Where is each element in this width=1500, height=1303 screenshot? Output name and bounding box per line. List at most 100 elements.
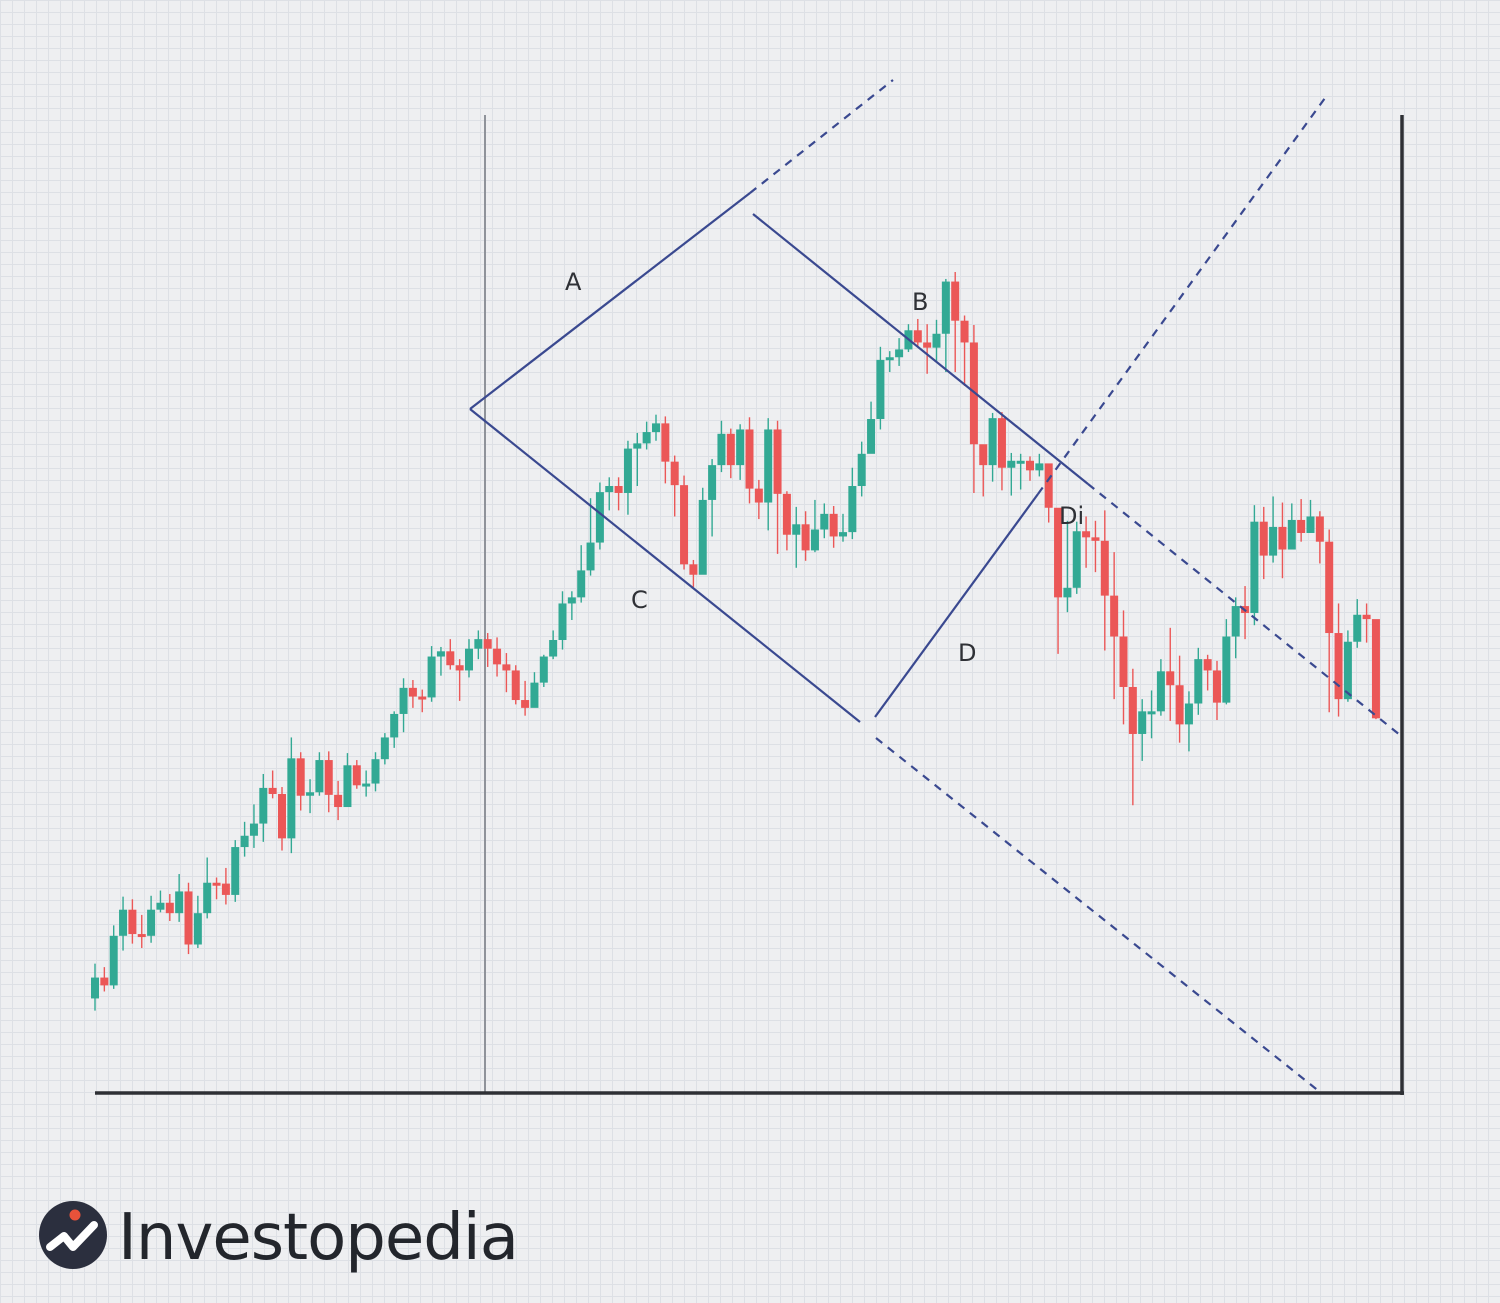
bearish-candle: [782, 493, 791, 535]
bullish-candle: [203, 882, 212, 914]
bearish-candle: [502, 664, 511, 671]
trendline-d: [874, 493, 1039, 718]
bearish-candle: [352, 765, 361, 786]
bullish-candle: [1184, 703, 1193, 725]
bullish-candle: [1072, 531, 1081, 588]
bearish-candle: [1091, 537, 1100, 541]
bullish-candle: [941, 281, 950, 334]
bullish-candle: [876, 359, 885, 420]
bullish-candle: [1306, 516, 1315, 533]
bearish-candle: [1100, 540, 1109, 596]
bullish-candle: [839, 532, 847, 537]
bearish-candle: [408, 687, 417, 697]
bullish-candle: [1353, 614, 1362, 642]
bullish-candle: [1287, 519, 1296, 550]
bullish-candle: [1007, 460, 1016, 468]
label-b: B: [912, 288, 928, 316]
bearish-candle: [1026, 460, 1034, 471]
bearish-candle: [137, 934, 146, 938]
bullish-candle: [885, 357, 894, 361]
bearish-candle: [418, 696, 427, 700]
bearish-candle: [521, 700, 530, 708]
bearish-candle: [960, 320, 969, 343]
trendline-b-extension: [1087, 483, 1401, 736]
bullish-candle: [91, 977, 99, 999]
bullish-candle: [642, 432, 651, 444]
trendline-a: [469, 192, 751, 410]
bearish-candle: [1203, 659, 1212, 671]
label-a: A: [565, 268, 582, 296]
bearish-candle: [278, 793, 286, 839]
trendline-c: [469, 408, 861, 723]
trendline-d-extension: [1037, 97, 1326, 495]
bullish-candle: [820, 513, 829, 530]
bearish-candle: [296, 758, 305, 796]
bullish-candle: [465, 648, 473, 671]
bullish-candle: [306, 792, 315, 796]
bearish-candle: [689, 564, 698, 575]
bearish-candle: [128, 909, 137, 935]
bearish-candle: [979, 444, 988, 466]
bearish-candle: [221, 883, 230, 895]
investopedia-logo-icon: [39, 1201, 107, 1269]
bullish-candle: [932, 333, 941, 348]
bearish-candle: [212, 882, 221, 886]
bullish-candle: [1231, 606, 1240, 637]
trendline-a-extension: [749, 79, 894, 194]
diamond-pattern: [469, 79, 1401, 1093]
bullish-candle: [867, 419, 876, 454]
bearish-candle: [680, 485, 689, 565]
bullish-candle: [848, 486, 857, 533]
bullish-candle: [623, 448, 632, 493]
bullish-candle: [315, 760, 324, 793]
bullish-candle: [1063, 587, 1072, 598]
bullish-candle: [988, 418, 997, 466]
bullish-candle: [474, 639, 483, 649]
bullish-candle: [287, 758, 296, 839]
bearish-candle: [1334, 633, 1343, 700]
bullish-candle: [156, 902, 165, 910]
bearish-candle: [165, 902, 174, 914]
bearish-candle: [455, 665, 464, 671]
bearish-candle: [1166, 671, 1175, 686]
bearish-candle: [1362, 614, 1371, 620]
bullish-candle: [1138, 711, 1147, 734]
bullish-candle: [109, 935, 118, 986]
bearish-candle: [1315, 516, 1324, 542]
bearish-candle: [614, 486, 623, 493]
bearish-candle: [801, 524, 810, 551]
bearish-candle: [997, 418, 1006, 468]
bearish-candle: [1297, 519, 1306, 533]
bullish-candle: [193, 913, 202, 945]
bearish-candle: [1054, 507, 1063, 598]
trendline-c-extension: [875, 737, 1321, 1093]
bullish-candle: [1016, 460, 1025, 464]
bearish-candle: [1119, 636, 1128, 687]
label-di: Di: [1059, 502, 1084, 530]
bearish-candle: [1259, 521, 1268, 556]
bullish-candle: [1035, 463, 1044, 471]
bearish-candle: [334, 794, 343, 808]
bullish-candle: [717, 433, 726, 466]
bearish-candle: [483, 639, 492, 649]
bullish-candle: [764, 429, 773, 503]
bullish-candle: [119, 909, 128, 936]
bearish-candle: [268, 787, 277, 794]
bullish-candle: [343, 765, 352, 808]
bullish-candle: [567, 597, 576, 604]
bullish-candle: [652, 423, 660, 433]
bearish-candle: [1044, 463, 1053, 508]
label-c: C: [631, 586, 648, 614]
candles-group: [91, 271, 1380, 1011]
bullish-candle: [231, 847, 240, 895]
bullish-candle: [698, 499, 707, 575]
bearish-candle: [670, 461, 679, 486]
bullish-candle: [1147, 711, 1156, 715]
investopedia-logo: Investopedia: [39, 1201, 519, 1275]
bullish-candle: [1343, 641, 1352, 700]
bullish-candle: [595, 492, 604, 543]
bearish-candle: [773, 429, 782, 494]
bullish-candle: [240, 835, 249, 848]
bullish-candle: [895, 349, 904, 358]
